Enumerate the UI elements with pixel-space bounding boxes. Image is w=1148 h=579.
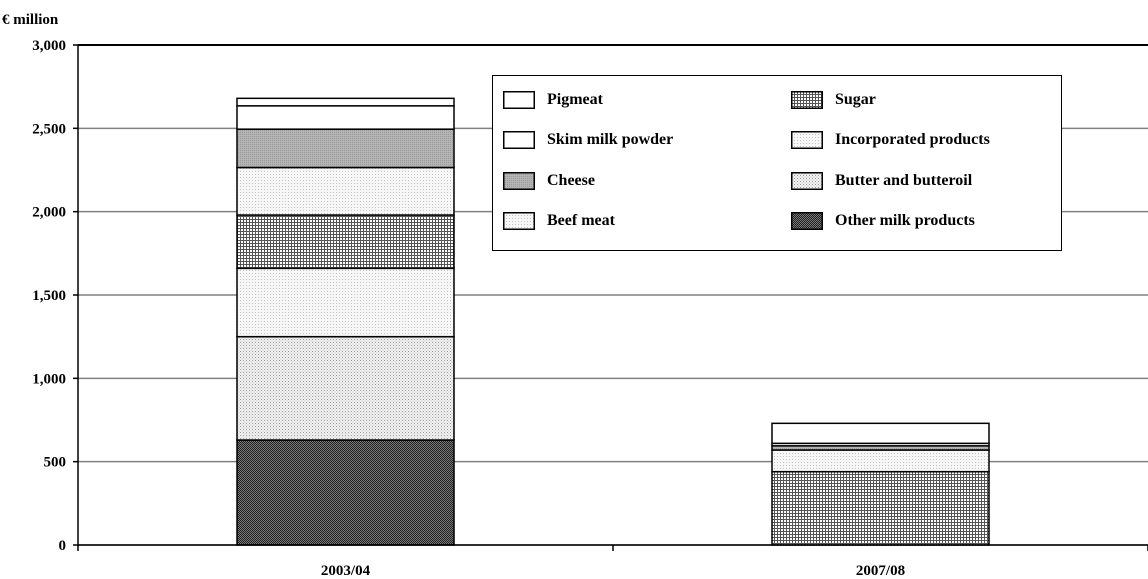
x-axis: 2003/04 2007/08 [77,544,1148,579]
legend-swatch [503,212,535,230]
y-tick-label: 1,000 [32,371,66,387]
bar-segment-pigmeat-2003-04 [236,97,455,107]
y-tick-label: 2,500 [32,121,66,137]
bar-segment-sugar-2007-08 [771,470,990,546]
legend-item-butter-and-butteroil: Butter and butteroil [791,169,972,193]
legend-label: Sugar [835,91,876,108]
legend-item-skim-milk-powder: Skim milk powder [503,128,673,152]
legend-item-beef-meat: Beef meat [503,209,615,233]
legend-swatch [791,131,823,149]
y-axis-label: € million [2,12,59,28]
legend-label: Butter and butteroil [835,172,973,189]
bar-segment-pigmeat-2007-08 [771,422,990,445]
y-tick-label: 1,500 [32,288,66,304]
legend-item-cheese: Cheese [503,169,595,193]
legend-item-incorporated-products: Incorporated products [791,128,990,152]
bar-segment-incorporated-products-2003-04 [236,166,455,216]
bar-segment-sugar-2003-04 [236,214,455,270]
bar-segment-incorporated-products-2007-08 [771,449,990,473]
legend-swatch [503,172,535,190]
legend-label: Skim milk powder [547,131,674,148]
legend-swatch [791,212,823,230]
legend-label: Beef meat [547,212,615,229]
bar-segment-butter-and-butteroil-2003-04 [236,335,455,441]
legend-label: Other milk products [835,212,975,229]
y-axis-ticks: 0 500 1,000 1,500 2,000 2,500 3,000 [32,38,79,554]
legend-label: Pigmeat [547,91,603,108]
bar-segment-cheese-2003-04 [236,128,455,169]
legend-swatch [791,172,823,190]
x-tick-label: 2003/04 [321,563,371,579]
legend: Pigmeat Sugar Skim milk powder Incorporated… [492,75,1062,251]
bar-segment-beef-meat-2003-04 [236,267,455,338]
y-tick-label: 2,000 [32,205,66,221]
legend-label: Cheese [547,172,595,189]
y-tick-label: 500 [44,455,67,471]
bar-segment-skim-milk-powder-2003-04 [236,105,455,130]
bar-segment-other-milk-products-2003-04 [236,439,455,546]
y-tick-label: 3,000 [32,38,66,54]
legend-item-sugar: Sugar [791,88,876,112]
y-tick-label: 0 [59,538,67,554]
legend-item-other-milk-products: Other milk products [791,209,975,233]
x-tick-label: 2007/08 [856,563,905,579]
legend-swatch [503,91,535,109]
bar-stacks [236,97,990,546]
legend-swatch [791,91,823,109]
legend-item-pigmeat: Pigmeat [503,88,603,112]
legend-swatch [503,131,535,149]
legend-label: Incorporated products [835,131,990,148]
